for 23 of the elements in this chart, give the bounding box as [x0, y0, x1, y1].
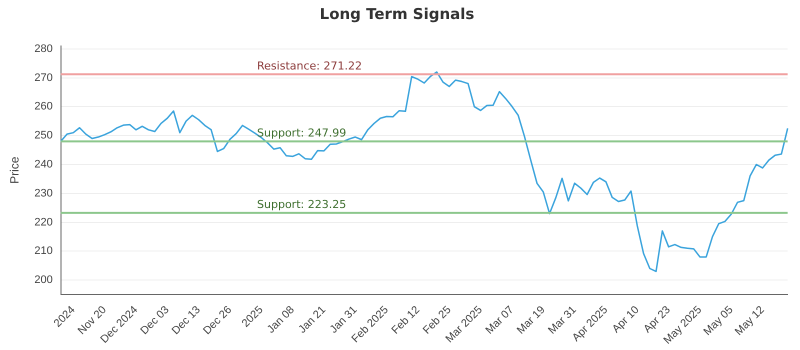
ref-line-label: Support: 223.25: [257, 198, 346, 212]
x-tick-label: Dec 13: [170, 304, 203, 338]
x-tick-label: Jan 08: [265, 304, 297, 336]
y-tick-label: 280: [34, 42, 53, 55]
y-tick-label: 200: [34, 274, 53, 286]
ref-line-label: Resistance: 271.22: [257, 60, 362, 73]
x-tick-label: Mar 07: [484, 304, 516, 337]
x-tick-label: Apr 10: [610, 304, 642, 336]
x-tick-label: Feb 12: [390, 304, 422, 337]
chart-title: Long Term Signals: [320, 4, 474, 23]
y-tick-label: 210: [34, 245, 53, 258]
y-tick-label: 240: [34, 158, 53, 171]
y-tick-label: 270: [34, 72, 53, 84]
x-tick-label: Dec 26: [201, 304, 234, 338]
y-tick-label: 230: [34, 187, 53, 200]
x-tick-label: Mar 19: [514, 304, 548, 337]
y-tick-label: 260: [34, 100, 53, 113]
x-tick-label: Dec 03: [138, 304, 172, 338]
y-axis-title: Price: [8, 156, 22, 184]
x-tick-label: Jan 21: [296, 304, 328, 336]
ref-line-label: Support: 247.99: [257, 126, 346, 140]
y-tick-label: 220: [34, 216, 53, 228]
y-tick-label: 250: [34, 130, 53, 142]
